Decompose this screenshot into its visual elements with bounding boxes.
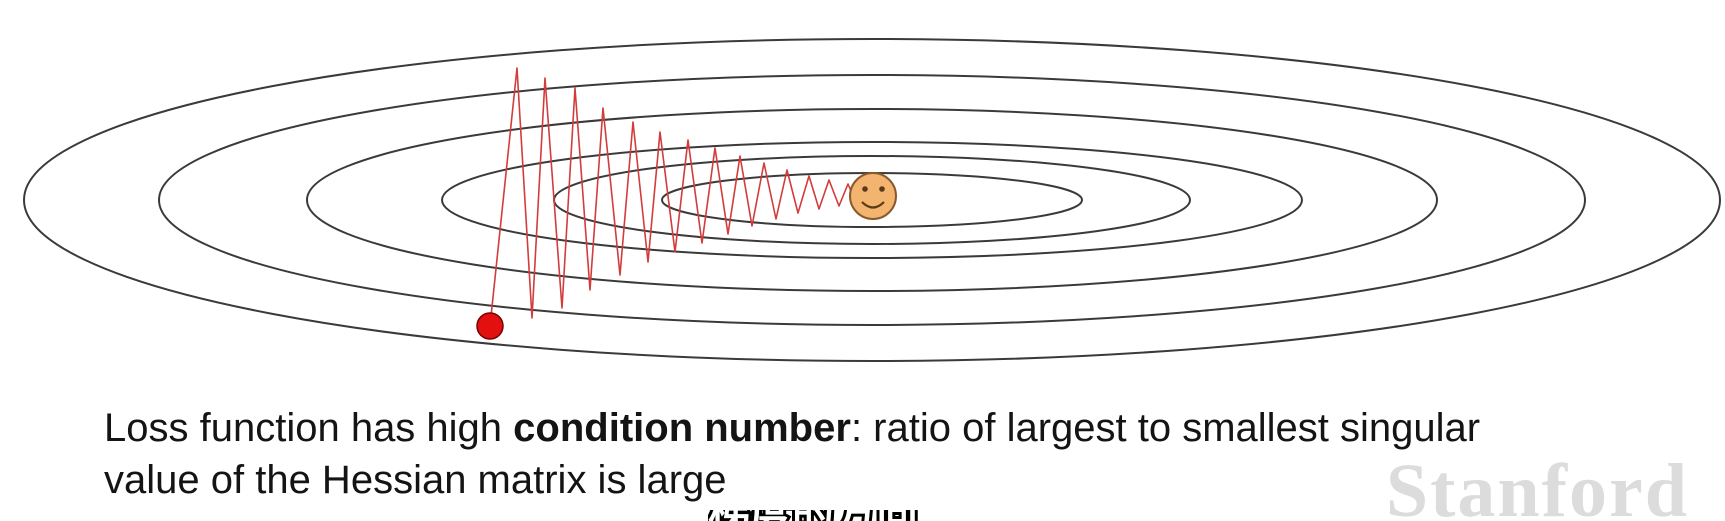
condition-number-term: condition number bbox=[513, 406, 851, 450]
contour-ring-2 bbox=[158, 74, 1586, 326]
gradient-descent-path bbox=[489, 67, 874, 327]
red-dot-icon bbox=[476, 312, 504, 340]
caption-text: Loss function has high condition number:… bbox=[104, 406, 1481, 502]
smiley-face-icon bbox=[849, 172, 897, 220]
contour-ring-3 bbox=[306, 108, 1438, 292]
contour-ring-4 bbox=[441, 141, 1303, 259]
loss-contour-diagram bbox=[23, 38, 1721, 362]
stanford-watermark: Stanford bbox=[1385, 449, 1689, 521]
contour-ring-1 bbox=[23, 38, 1721, 362]
subtitle-fragment: 梯度的方向 bbox=[708, 510, 978, 521]
